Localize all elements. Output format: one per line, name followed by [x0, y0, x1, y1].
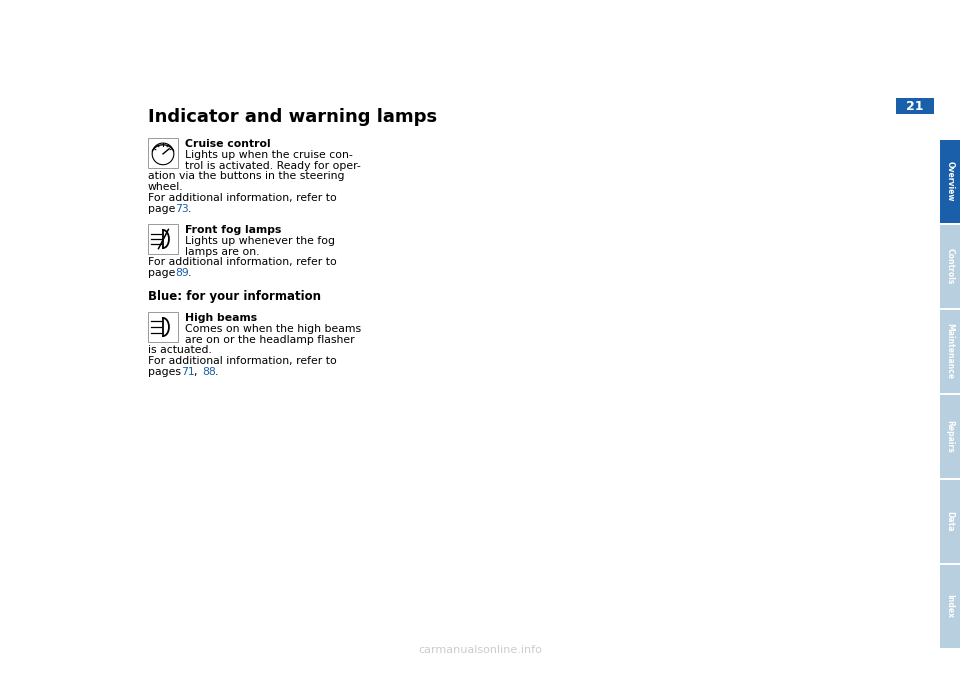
Text: .: . [215, 367, 218, 377]
Text: Lights up when the cruise con-: Lights up when the cruise con- [185, 150, 352, 160]
Text: is actuated.: is actuated. [148, 345, 212, 355]
Text: Cruise control: Cruise control [185, 139, 271, 149]
Text: 88: 88 [202, 367, 216, 377]
Text: 73: 73 [175, 204, 189, 214]
Text: page: page [148, 204, 179, 214]
Text: Overview: Overview [946, 161, 954, 201]
Text: ,: , [194, 367, 201, 377]
Text: 21: 21 [906, 100, 924, 113]
Text: .: . [188, 204, 191, 214]
Text: Repairs: Repairs [946, 420, 954, 453]
Bar [940, 480, 960, 563]
Text: For additional information, refer to: For additional information, refer to [148, 193, 337, 203]
Text: ation via the buttons in the steering: ation via the buttons in the steering [148, 171, 345, 181]
Text: carmanualsonline.info: carmanualsonline.info [418, 645, 542, 655]
Text: lamps are on.: lamps are on. [185, 247, 259, 257]
Text: Maintenance: Maintenance [946, 323, 954, 380]
Text: Controls: Controls [946, 248, 954, 285]
Bar [940, 140, 960, 223]
Text: For additional information, refer to: For additional information, refer to [148, 356, 337, 366]
Bar [940, 225, 960, 308]
Bar [940, 565, 960, 648]
Bar [940, 395, 960, 478]
Text: Lights up whenever the fog: Lights up whenever the fog [185, 236, 335, 246]
Bar [148, 224, 178, 254]
Text: trol is activated. Ready for oper-: trol is activated. Ready for oper- [185, 161, 361, 171]
Bar [148, 138, 178, 168]
Bar [940, 310, 960, 393]
Text: 89: 89 [175, 268, 189, 278]
Text: Index: Index [946, 595, 954, 618]
Text: Front fog lamps: Front fog lamps [185, 225, 281, 235]
Text: page: page [148, 268, 179, 278]
Text: .: . [188, 268, 191, 278]
Text: 71: 71 [181, 367, 195, 377]
Bar [896, 98, 934, 114]
Text: Indicator and warning lamps: Indicator and warning lamps [148, 108, 437, 126]
Text: Blue: for your information: Blue: for your information [148, 290, 321, 303]
Text: For additional information, refer to: For additional information, refer to [148, 257, 337, 267]
Text: wheel.: wheel. [148, 182, 183, 192]
Text: Comes on when the high beams: Comes on when the high beams [185, 324, 361, 334]
Text: are on or the headlamp flasher: are on or the headlamp flasher [185, 335, 354, 345]
Text: High beams: High beams [185, 313, 257, 323]
Bar [148, 312, 178, 342]
Text: pages: pages [148, 367, 184, 377]
Text: Data: Data [946, 511, 954, 532]
